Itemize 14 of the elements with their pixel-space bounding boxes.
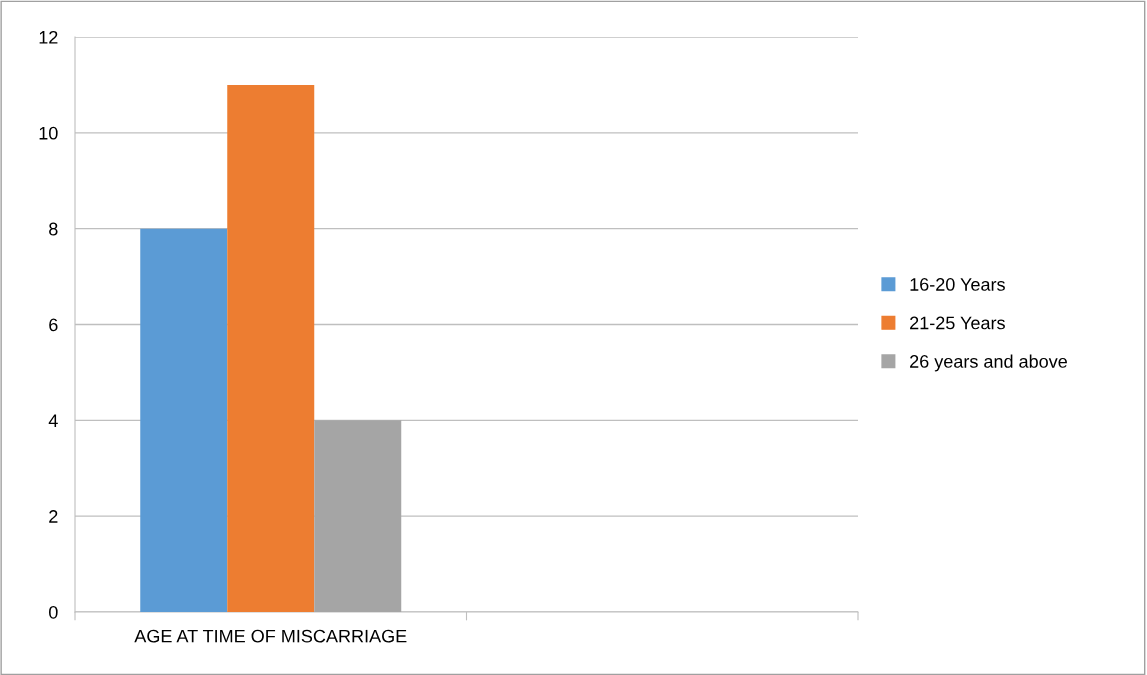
legend-label: 26 years and above — [910, 354, 1067, 372]
y-tick-label: 2 — [49, 510, 58, 523]
y-tick-label: 8 — [49, 222, 58, 236]
y-tick-label: 4 — [48, 414, 58, 427]
legend-label: 21-25 Years — [910, 316, 1005, 330]
x-tick-label: AGE AT TIME OF MISCARRIAGE — [134, 629, 407, 643]
y-tick-label: 0 — [49, 605, 58, 619]
legend-label: 16-20 Years — [910, 278, 1005, 291]
bar — [314, 420, 402, 612]
y-tick-label: 10 — [39, 126, 58, 140]
y-tick-label: 12 — [39, 30, 58, 44]
bar — [140, 228, 228, 612]
bar — [227, 84, 315, 612]
y-tick-label: 6 — [49, 318, 58, 332]
